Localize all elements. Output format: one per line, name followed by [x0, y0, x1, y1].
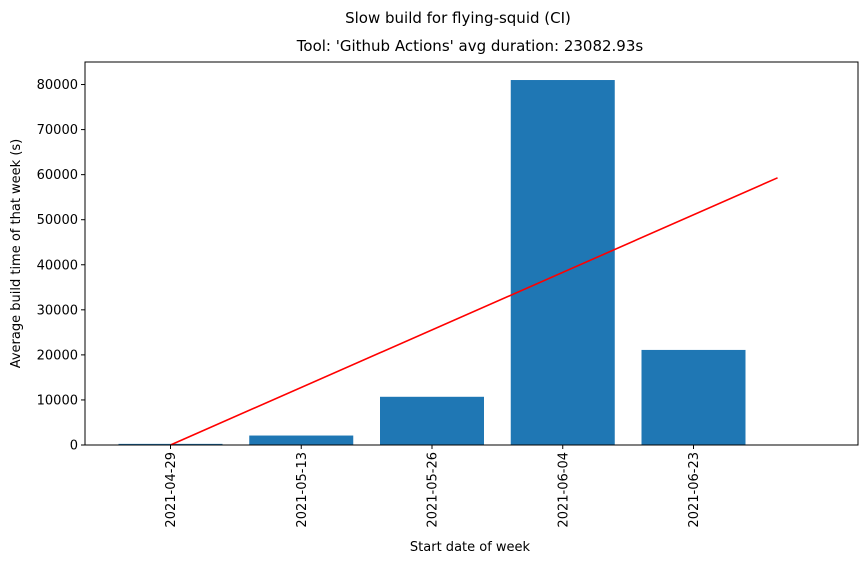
bar [641, 349, 746, 445]
x-tick-label: 2021-05-13 [295, 452, 310, 528]
x-tick-label: 2021-06-23 [687, 452, 702, 528]
y-tick-label: 30000 [37, 303, 78, 318]
bar [510, 80, 615, 445]
y-tick-label: 40000 [37, 258, 78, 273]
y-tick-label: 60000 [37, 168, 78, 183]
y-tick-label: 50000 [37, 213, 78, 228]
x-tick-label: 2021-05-26 [426, 452, 441, 528]
y-tick-label: 20000 [37, 348, 78, 363]
chart-title: Tool: 'Github Actions' avg duration: 230… [296, 37, 644, 55]
bar [249, 435, 354, 445]
x-axis-label: Start date of week [410, 540, 531, 555]
y-axis-label: Average build time of that week (s) [9, 139, 24, 369]
y-tick-label: 10000 [37, 393, 78, 408]
x-axis: 2021-04-29 2021-05-13 2021-05-26 2021-06-04… [164, 445, 702, 528]
bars-group [118, 80, 746, 445]
x-tick-label: 2021-04-29 [164, 452, 179, 528]
chart-suptitle: Slow build for flying-squid (CI) [345, 9, 571, 27]
y-tick-label: 80000 [37, 78, 78, 93]
trend-line [170, 177, 778, 446]
y-tick-label: 0 [70, 439, 78, 454]
y-tick-label: 70000 [37, 123, 78, 138]
trend-group [170, 177, 778, 446]
x-tick-label: 2021-06-04 [556, 452, 571, 528]
y-axis: 0 10000 20000 30000 40000 50000 60000 70000 8000… [37, 78, 85, 454]
bar [380, 396, 484, 445]
plot-frame [84, 61, 859, 446]
